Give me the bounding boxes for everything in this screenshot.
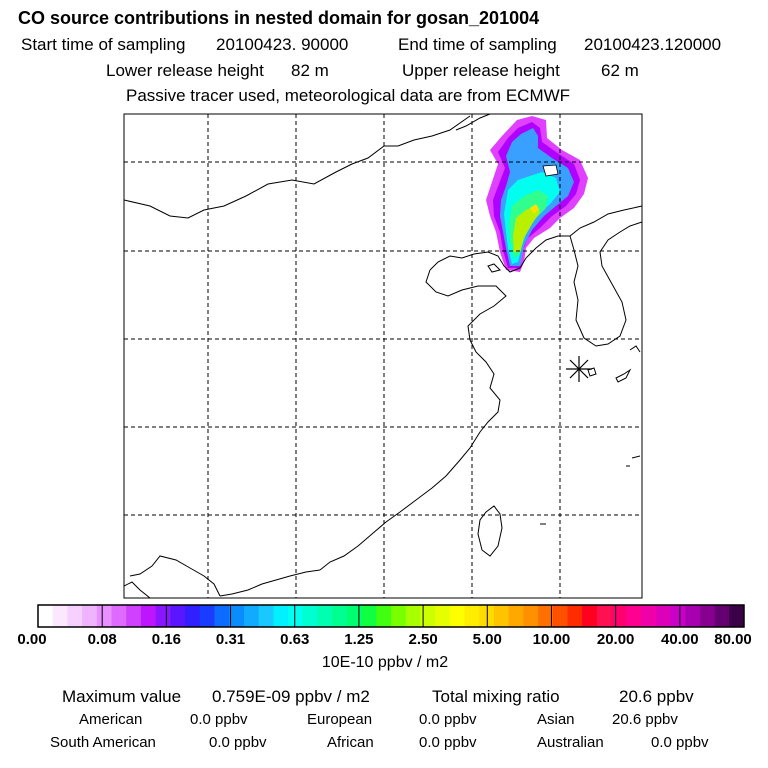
colorbar-tick-label: 0.00 bbox=[17, 631, 47, 648]
source-value-asian: 20.6 ppbv bbox=[612, 711, 678, 728]
source-name-south-american: South American bbox=[50, 734, 156, 751]
coastlines bbox=[124, 114, 642, 598]
colorbar-cell bbox=[552, 605, 568, 627]
colorbar-tick-label: 20.00 bbox=[596, 631, 635, 648]
colorbar-cell bbox=[420, 605, 436, 627]
colorbar-tick-label: 2.50 bbox=[408, 631, 438, 648]
colorbar-tick-label: 80.00 bbox=[714, 631, 752, 648]
source-name-african: African bbox=[327, 734, 374, 751]
max-value: 0.759E-09 ppbv / m2 bbox=[212, 687, 370, 706]
total-mixing-value: 20.6 ppbv bbox=[619, 687, 694, 706]
colorbar-cell bbox=[317, 605, 333, 627]
colorbar-cell bbox=[641, 605, 657, 627]
end-time-value: 20100423.120000 bbox=[584, 35, 722, 54]
colorbar-cell bbox=[464, 605, 480, 627]
colorbar-cell bbox=[729, 605, 745, 627]
colorbar-cell bbox=[670, 605, 686, 627]
colorbar-cell bbox=[714, 605, 730, 627]
source-value-australian: 0.0 ppbv bbox=[651, 734, 709, 751]
tracer-note: Passive tracer used, meteorological data… bbox=[126, 86, 571, 105]
colorbar-cell bbox=[346, 605, 363, 627]
colorbar-cell bbox=[170, 605, 186, 627]
start-time-value: 20100423. 90000 bbox=[216, 35, 349, 54]
colorbar-cell bbox=[140, 605, 157, 627]
colorbar-units: 10E-10 ppbv / m2 bbox=[321, 654, 449, 671]
colorbar-tick-label: 5.00 bbox=[472, 631, 502, 648]
colorbar-cell bbox=[288, 605, 304, 627]
colorbar-tick-label: 40.00 bbox=[661, 631, 699, 648]
colorbar-cell bbox=[449, 605, 466, 627]
total-mixing-label: Total mixing ratio bbox=[432, 687, 560, 706]
colorbar-cell bbox=[685, 605, 701, 627]
colorbar-cell bbox=[523, 605, 539, 627]
colorbar-tick-label: 0.16 bbox=[151, 631, 181, 648]
receptor-marker bbox=[566, 356, 592, 382]
colorbar-cell bbox=[405, 605, 421, 627]
colorbar-cell bbox=[302, 605, 318, 627]
source-value-african: 0.0 ppbv bbox=[419, 734, 477, 751]
colorbar-cell bbox=[493, 605, 510, 627]
colorbar-cell bbox=[243, 605, 260, 627]
colorbar-cell bbox=[538, 605, 554, 627]
colorbar-tick-label: 10.00 bbox=[532, 631, 571, 648]
graticule bbox=[124, 114, 642, 598]
max-value-label: Maximum value bbox=[62, 687, 182, 706]
colorbar-cell bbox=[126, 605, 142, 627]
colorbar-cell bbox=[82, 605, 98, 627]
colorbar-cell bbox=[699, 605, 716, 627]
colorbar-cell bbox=[391, 605, 407, 627]
colorbar-cell bbox=[332, 605, 348, 627]
colorbar-tick-label: 0.63 bbox=[280, 631, 310, 648]
page-title: CO source contributions in nested domain… bbox=[18, 8, 540, 28]
start-time-label: Start time of sampling bbox=[21, 35, 186, 54]
source-name-european: European bbox=[307, 711, 373, 728]
upper-height-value: 62 m bbox=[601, 61, 639, 80]
map-panel bbox=[123, 113, 643, 599]
colorbar-cell bbox=[361, 605, 377, 627]
colorbar-cell bbox=[185, 605, 201, 627]
colorbar-cell bbox=[111, 605, 127, 627]
colorbar-tick-label: 1.25 bbox=[344, 631, 374, 648]
colorbar-tick-label: 0.31 bbox=[215, 631, 246, 648]
colorbar-cell bbox=[273, 605, 289, 627]
colorbar-cell bbox=[435, 605, 451, 627]
colorbar-cell bbox=[508, 605, 524, 627]
colorbar-cell bbox=[214, 605, 230, 627]
colorbar-cell bbox=[376, 605, 392, 627]
plume-layer-yellow bbox=[530, 204, 539, 214]
colorbar-cell bbox=[596, 605, 613, 627]
end-time-label: End time of sampling bbox=[398, 35, 557, 54]
source-value-european: 0.0 ppbv bbox=[419, 711, 477, 728]
source-value-american: 0.0 ppbv bbox=[190, 711, 248, 728]
lower-height-value: 82 m bbox=[291, 61, 329, 80]
colorbar-cell bbox=[67, 605, 83, 627]
colorbar-cell bbox=[199, 605, 215, 627]
colorbar-cell bbox=[155, 605, 171, 627]
colorbar bbox=[37, 604, 745, 628]
colorbar-cell bbox=[229, 605, 245, 627]
source-name-american: American bbox=[79, 711, 143, 728]
plume-hole bbox=[542, 164, 559, 177]
colorbar-cell bbox=[655, 605, 671, 627]
source-name-australian: Australian bbox=[537, 734, 604, 751]
plume-layer-yellowgreen bbox=[513, 206, 540, 252]
colorbar-cell bbox=[567, 605, 583, 627]
colorbar-cell bbox=[611, 605, 627, 627]
colorbar-cell bbox=[38, 605, 54, 627]
source-name-asian: Asian bbox=[537, 711, 575, 728]
colorbar-cell bbox=[258, 605, 274, 627]
colorbar-cell bbox=[96, 605, 113, 627]
colorbar-cell bbox=[52, 605, 68, 627]
colorbar-cell bbox=[626, 605, 642, 627]
lower-height-label: Lower release height bbox=[106, 61, 264, 80]
source-value-south-american: 0.0 ppbv bbox=[209, 734, 267, 751]
colorbar-tick-label: 0.08 bbox=[87, 631, 117, 648]
colorbar-cell bbox=[582, 605, 598, 627]
upper-height-label: Upper release height bbox=[402, 61, 560, 80]
